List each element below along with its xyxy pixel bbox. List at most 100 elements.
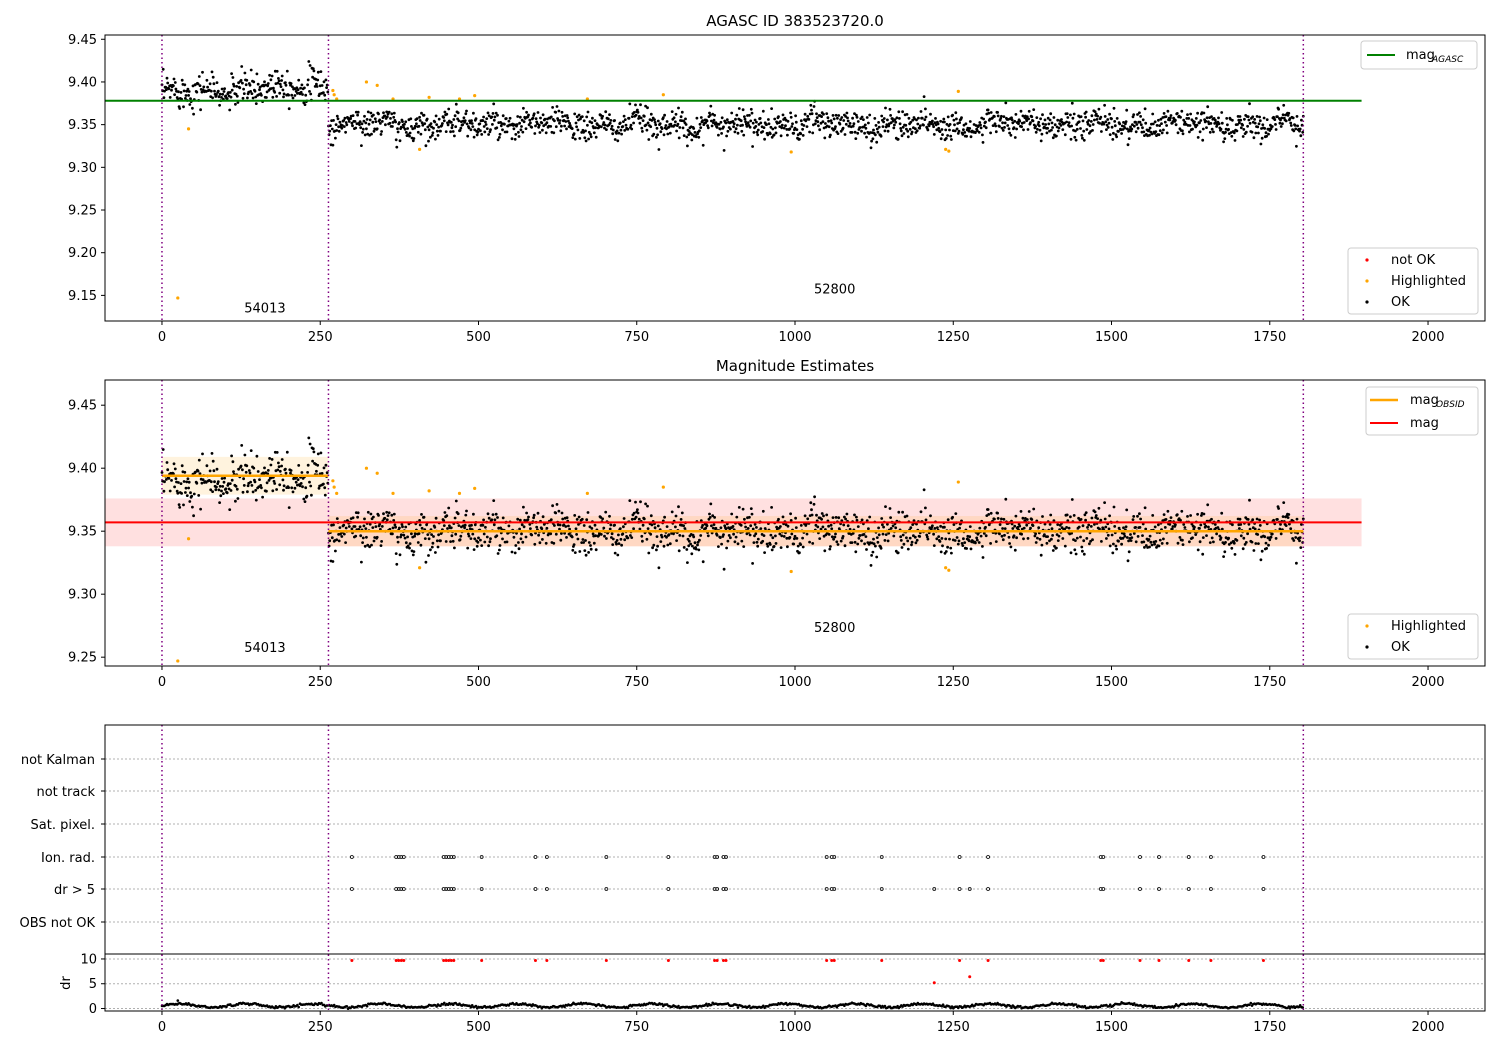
ok-point bbox=[474, 117, 478, 121]
ok-point bbox=[217, 488, 221, 492]
ok-point bbox=[545, 526, 549, 530]
dr-not-ok-point bbox=[721, 958, 725, 962]
ok-point bbox=[359, 126, 363, 130]
ok-point bbox=[1198, 121, 1201, 125]
ok-point bbox=[925, 535, 929, 539]
ok-point bbox=[799, 119, 803, 123]
dr-axis-label: dr bbox=[59, 976, 74, 990]
ok-point bbox=[1239, 118, 1243, 122]
ok-point bbox=[893, 123, 896, 127]
flag-marker bbox=[401, 887, 406, 891]
ok-point bbox=[1259, 142, 1263, 146]
ok-point bbox=[235, 85, 239, 88]
ok-point bbox=[459, 126, 463, 130]
ok-point bbox=[536, 511, 540, 515]
flag-marker bbox=[957, 855, 962, 859]
ok-point bbox=[585, 518, 589, 522]
ok-point bbox=[1094, 514, 1098, 517]
ok-point bbox=[977, 541, 981, 544]
ok-point bbox=[940, 537, 944, 540]
ok-point bbox=[1002, 115, 1006, 118]
ok-point bbox=[344, 541, 347, 544]
ok-point bbox=[1112, 106, 1116, 110]
ok-point bbox=[996, 114, 1000, 118]
ok-point bbox=[1090, 114, 1094, 118]
ok-point bbox=[968, 525, 972, 528]
ok-point bbox=[554, 511, 558, 515]
ok-point bbox=[218, 484, 222, 488]
ok-point bbox=[939, 137, 943, 141]
ok-point bbox=[891, 119, 895, 123]
ok-point bbox=[1046, 126, 1049, 130]
flag-row-label: not Kalman bbox=[21, 753, 95, 768]
estimates-status-legend[interactable]: Highlighted OK bbox=[1347, 613, 1479, 660]
ok-point bbox=[1139, 123, 1143, 127]
ok-point bbox=[584, 139, 588, 143]
ok-point bbox=[183, 470, 187, 474]
ok-point bbox=[1256, 533, 1260, 536]
ok-point bbox=[812, 105, 816, 108]
ok-point bbox=[456, 512, 460, 516]
agasc-legend[interactable]: mag AGASC bbox=[1360, 40, 1478, 70]
ok-point bbox=[963, 131, 967, 134]
ok-point bbox=[217, 95, 221, 99]
agasc-status-legend[interactable]: not OK Highlighted OK bbox=[1347, 247, 1479, 315]
ok-point bbox=[1014, 514, 1018, 518]
ok-point bbox=[472, 548, 476, 551]
ok-point bbox=[558, 523, 562, 527]
dr-not-ok-point bbox=[350, 958, 354, 962]
ok-point bbox=[733, 540, 737, 544]
ok-point bbox=[1196, 548, 1200, 552]
ok-point bbox=[829, 523, 833, 527]
ok-point bbox=[1206, 503, 1210, 507]
ok-point bbox=[722, 567, 726, 571]
ok-point bbox=[655, 535, 659, 538]
ok-point bbox=[454, 499, 458, 503]
dr-point bbox=[345, 1005, 349, 1008]
ok-point bbox=[1113, 525, 1117, 528]
ok-point bbox=[819, 121, 823, 125]
ok-point bbox=[538, 131, 542, 134]
ok-point bbox=[820, 115, 823, 118]
ok-point bbox=[899, 129, 903, 133]
ok-point bbox=[618, 527, 622, 530]
ok-point bbox=[1061, 128, 1065, 132]
ok-point bbox=[208, 82, 212, 86]
ok-point bbox=[948, 537, 951, 541]
ok-point bbox=[1075, 536, 1079, 540]
ok-point bbox=[714, 526, 718, 530]
ok-point bbox=[189, 491, 192, 495]
ok-point bbox=[1010, 118, 1014, 122]
ok-point bbox=[877, 121, 880, 124]
ok-point bbox=[1231, 523, 1234, 527]
ok-point bbox=[312, 450, 316, 454]
ok-point bbox=[679, 518, 683, 521]
ok-point bbox=[1136, 514, 1139, 518]
ok-point bbox=[1247, 522, 1251, 526]
ok-point bbox=[325, 471, 329, 475]
ok-point bbox=[865, 519, 869, 522]
ok-point bbox=[1223, 137, 1227, 141]
ok-point bbox=[762, 126, 766, 129]
ok-point bbox=[1004, 497, 1008, 501]
ok-point bbox=[794, 516, 797, 520]
ok-point bbox=[1181, 129, 1184, 133]
dr-not-ok-point bbox=[932, 981, 936, 985]
estimates-legend[interactable]: mag OBSID mag bbox=[1365, 386, 1479, 436]
ok-point bbox=[566, 116, 570, 120]
ok-point bbox=[668, 131, 672, 135]
ok-point bbox=[345, 123, 349, 127]
ok-point bbox=[227, 487, 231, 491]
ok-point bbox=[706, 534, 710, 538]
ok-point bbox=[186, 87, 190, 91]
ok-point bbox=[1087, 523, 1091, 527]
ok-point bbox=[426, 533, 430, 536]
dr-not-ok-point bbox=[968, 975, 972, 979]
ok-point bbox=[1219, 536, 1223, 540]
ok-point bbox=[860, 129, 863, 133]
ok-point bbox=[514, 544, 518, 547]
ok-point bbox=[270, 458, 274, 461]
ok-point bbox=[395, 145, 399, 149]
ok-point bbox=[681, 126, 685, 130]
ok-point bbox=[418, 519, 421, 522]
